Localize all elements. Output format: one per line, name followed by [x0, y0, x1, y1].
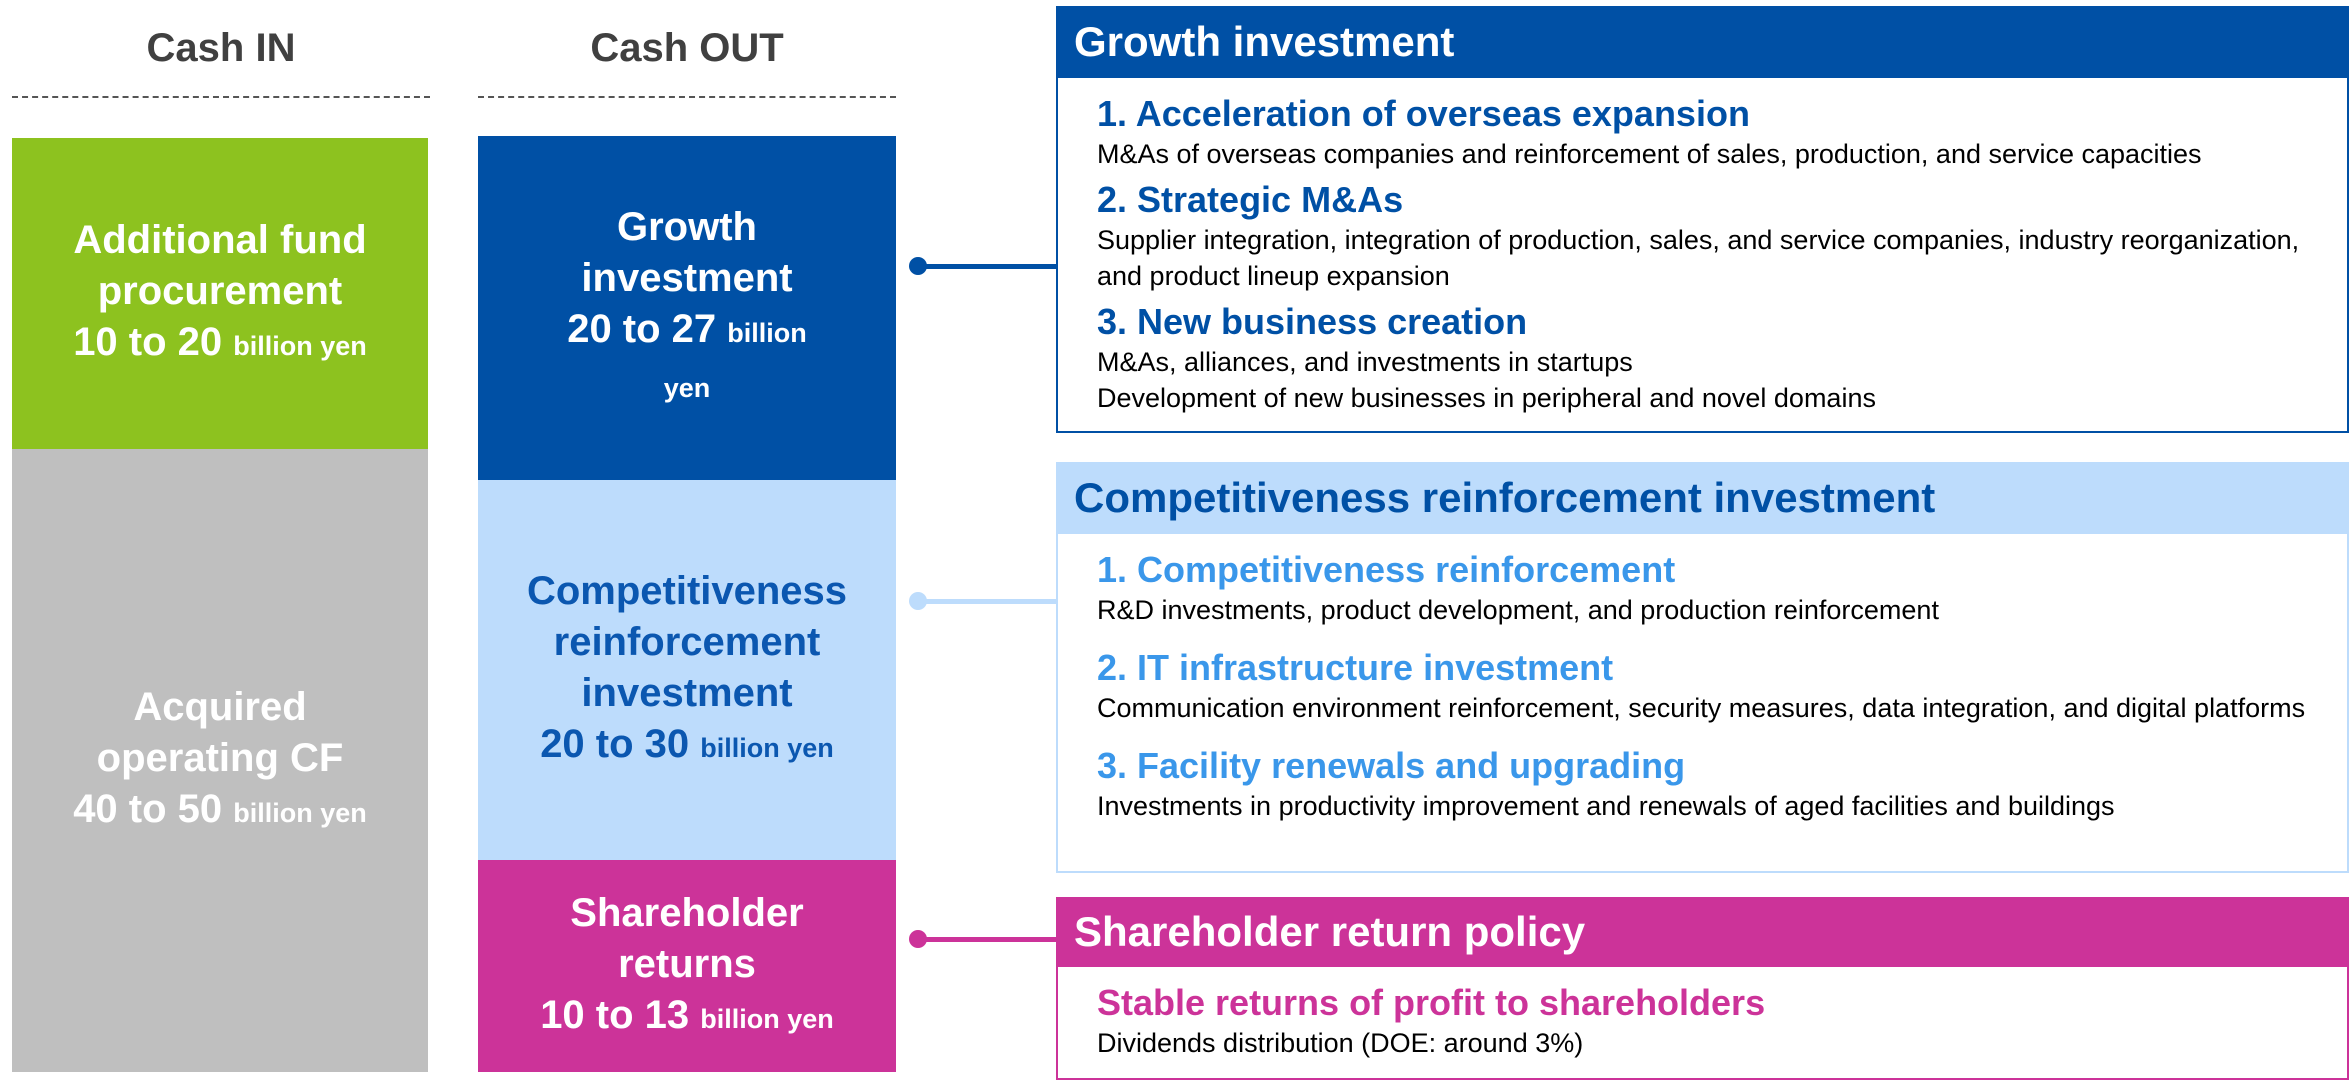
- box-amount-row: 20 to 27 billion yen: [558, 304, 816, 414]
- box-amount: 20 to 30: [540, 722, 690, 766]
- section-item: 3. New business creation M&As, alliances,…: [1097, 300, 2347, 416]
- connector-line: [918, 937, 1056, 942]
- item-text: Dividends distribution (DOE: around 3%): [1097, 1028, 1584, 1058]
- item-text: M&As of overseas companies and reinforce…: [1097, 139, 2202, 169]
- cash-out-box: Growth investment 20 to 27 billion yen: [478, 136, 896, 480]
- connector-line: [918, 264, 1056, 269]
- item-heading: 2. Strategic M&As: [1097, 179, 1404, 220]
- box-label: Competitiveness reinforcement investment: [526, 569, 848, 715]
- item-heading: 3. New business creation: [1097, 301, 1528, 342]
- cash-out-box: Shareholder returns 10 to 13 billion yen: [478, 860, 896, 1072]
- item-heading: 2. IT infrastructure investment: [1097, 647, 1614, 688]
- item-text: Development of new businesses in periphe…: [1097, 383, 1876, 413]
- section-body: 1. Competitiveness reinforcement R&D inve…: [1056, 534, 2349, 873]
- box-unit: billion yen: [700, 1003, 834, 1034]
- box-amount: 40 to 50: [73, 787, 223, 831]
- section-item: 2. IT infrastructure investment Communica…: [1097, 646, 2347, 726]
- cash-in-box: Additional fund procurement 10 to 20 bill…: [12, 138, 428, 449]
- cash-in-box: Acquired operating CF 40 to 50 billion ye…: [12, 449, 428, 1072]
- box-unit: billion yen: [233, 798, 367, 828]
- column-title: Cash OUT: [590, 26, 784, 70]
- section-header: Shareholder return policy: [1056, 897, 2349, 967]
- connector-line: [918, 599, 1056, 604]
- item-text: Supplier integration, integration of pro…: [1097, 225, 2300, 291]
- section-header: Competitiveness reinforcement investment: [1056, 462, 2349, 534]
- box-label: Shareholder returns: [570, 890, 804, 986]
- dashed-divider: [478, 96, 896, 98]
- box-amount: 10 to 20: [73, 320, 223, 364]
- item-text: R&D investments, product development, an…: [1097, 595, 1939, 625]
- section-item: 1. Acceleration of overseas expansion M&A…: [1097, 92, 2347, 172]
- section-item: 2. Strategic M&As Supplier integration, i…: [1097, 178, 2347, 294]
- section-item: Stable returns of profit to shareholders…: [1097, 981, 2347, 1061]
- box-amount-row: 10 to 20 billion yen: [73, 317, 367, 372]
- item-text: Investments in productivity improvement …: [1097, 791, 2115, 821]
- item-heading: 3. Facility renewals and upgrading: [1097, 745, 1686, 786]
- box-unit: billion yen: [663, 318, 807, 403]
- section-header: Growth investment: [1056, 6, 2349, 78]
- box-amount: 10 to 13: [540, 992, 690, 1037]
- box-unit: billion yen: [233, 331, 367, 361]
- box-label: Additional fund procurement: [73, 218, 367, 313]
- dashed-divider: [12, 96, 430, 98]
- section-body: Stable returns of profit to shareholders…: [1056, 967, 2349, 1080]
- box-amount-row: 20 to 30 billion yen: [540, 719, 834, 774]
- section-body: 1. Acceleration of overseas expansion M&A…: [1056, 78, 2349, 433]
- box-amount-row: 10 to 13 billion yen: [540, 990, 834, 1045]
- item-text: M&As, alliances, and investments in star…: [1097, 347, 1633, 377]
- section-item: 1. Competitiveness reinforcement R&D inve…: [1097, 548, 2347, 628]
- item-heading: 1. Competitiveness reinforcement: [1097, 549, 1676, 590]
- cash-out-box: Competitiveness reinforcement investment…: [478, 480, 896, 860]
- box-unit: billion yen: [700, 733, 834, 763]
- box-amount: 20 to 27: [567, 307, 717, 351]
- section-item: 3. Facility renewals and upgrading Invest…: [1097, 744, 2347, 824]
- item-text: Communication environment reinforcement,…: [1097, 693, 2306, 723]
- column-title: Cash IN: [146, 26, 296, 70]
- box-amount-row: 40 to 50 billion yen: [73, 784, 367, 839]
- box-label: Growth investment: [581, 205, 793, 300]
- item-heading: 1. Acceleration of overseas expansion: [1097, 93, 1750, 134]
- box-label: Acquired operating CF: [96, 685, 344, 780]
- item-heading: Stable returns of profit to shareholders: [1097, 982, 1766, 1023]
